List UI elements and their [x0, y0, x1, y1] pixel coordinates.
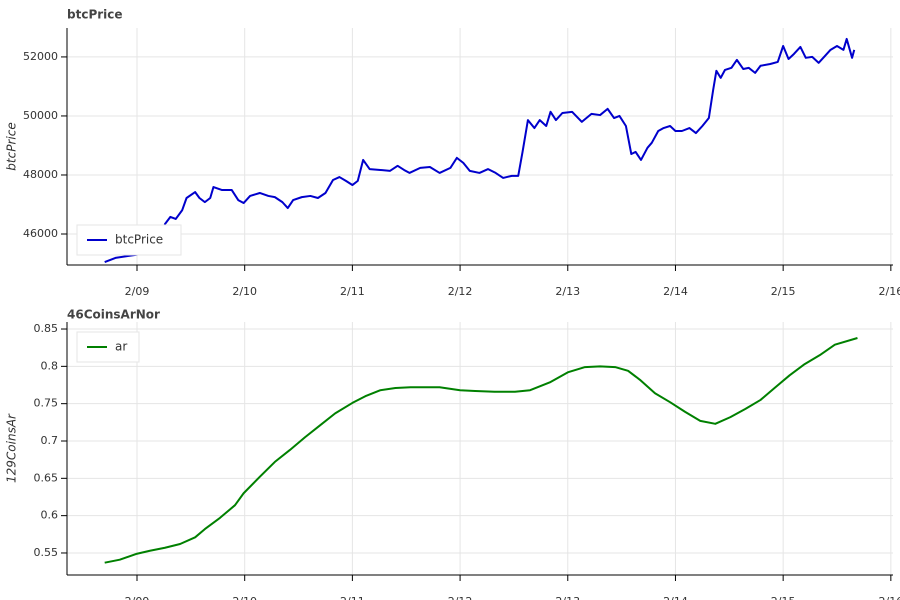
y-tick-label: 52000	[23, 50, 58, 63]
y-tick-label: 48000	[23, 168, 58, 181]
x-tick-label: 2/09	[125, 595, 150, 600]
x-tick-label: 2/15	[771, 595, 796, 600]
chart-title: 46CoinsArNor	[67, 308, 160, 322]
y-tick-label: 0.85	[34, 322, 59, 335]
data-line	[104, 37, 856, 263]
y-tick-label: 0.55	[34, 546, 59, 559]
x-tick-label: 2/13	[555, 285, 580, 298]
legend-label: btcPrice	[115, 233, 163, 247]
x-tick-label: 2/11	[340, 595, 365, 600]
x-tick-label: 2/14	[663, 285, 688, 298]
y-axis-label: 129CoinsAr	[5, 413, 19, 483]
y-tick-label: 0.65	[34, 471, 59, 484]
data-line	[104, 337, 858, 564]
x-tick-label: 2/15	[771, 285, 796, 298]
y-tick-label: 0.8	[41, 359, 59, 372]
x-tick-label: 2/16	[878, 595, 900, 600]
x-tick-label: 2/10	[232, 285, 257, 298]
x-tick-label: 2/11	[340, 285, 365, 298]
y-tick-label: 0.6	[41, 509, 59, 522]
y-axis-label: btcPrice	[5, 122, 19, 170]
chart-title: btcPrice	[67, 8, 123, 22]
y-tick-label: 46000	[23, 227, 58, 240]
y-tick-label: 50000	[23, 109, 58, 122]
x-tick-label: 2/12	[448, 595, 473, 600]
x-tick-label: 2/10	[232, 595, 257, 600]
y-tick-label: 0.75	[34, 397, 59, 410]
x-tick-label: 2/16	[878, 285, 900, 298]
legend-label: ar	[115, 340, 127, 354]
legend-box	[76, 331, 140, 363]
x-tick-label: 2/12	[448, 285, 473, 298]
x-tick-label: 2/09	[125, 285, 150, 298]
x-tick-label: 2/13	[555, 595, 580, 600]
x-tick-label: 2/14	[663, 595, 688, 600]
y-tick-label: 0.7	[41, 434, 59, 447]
